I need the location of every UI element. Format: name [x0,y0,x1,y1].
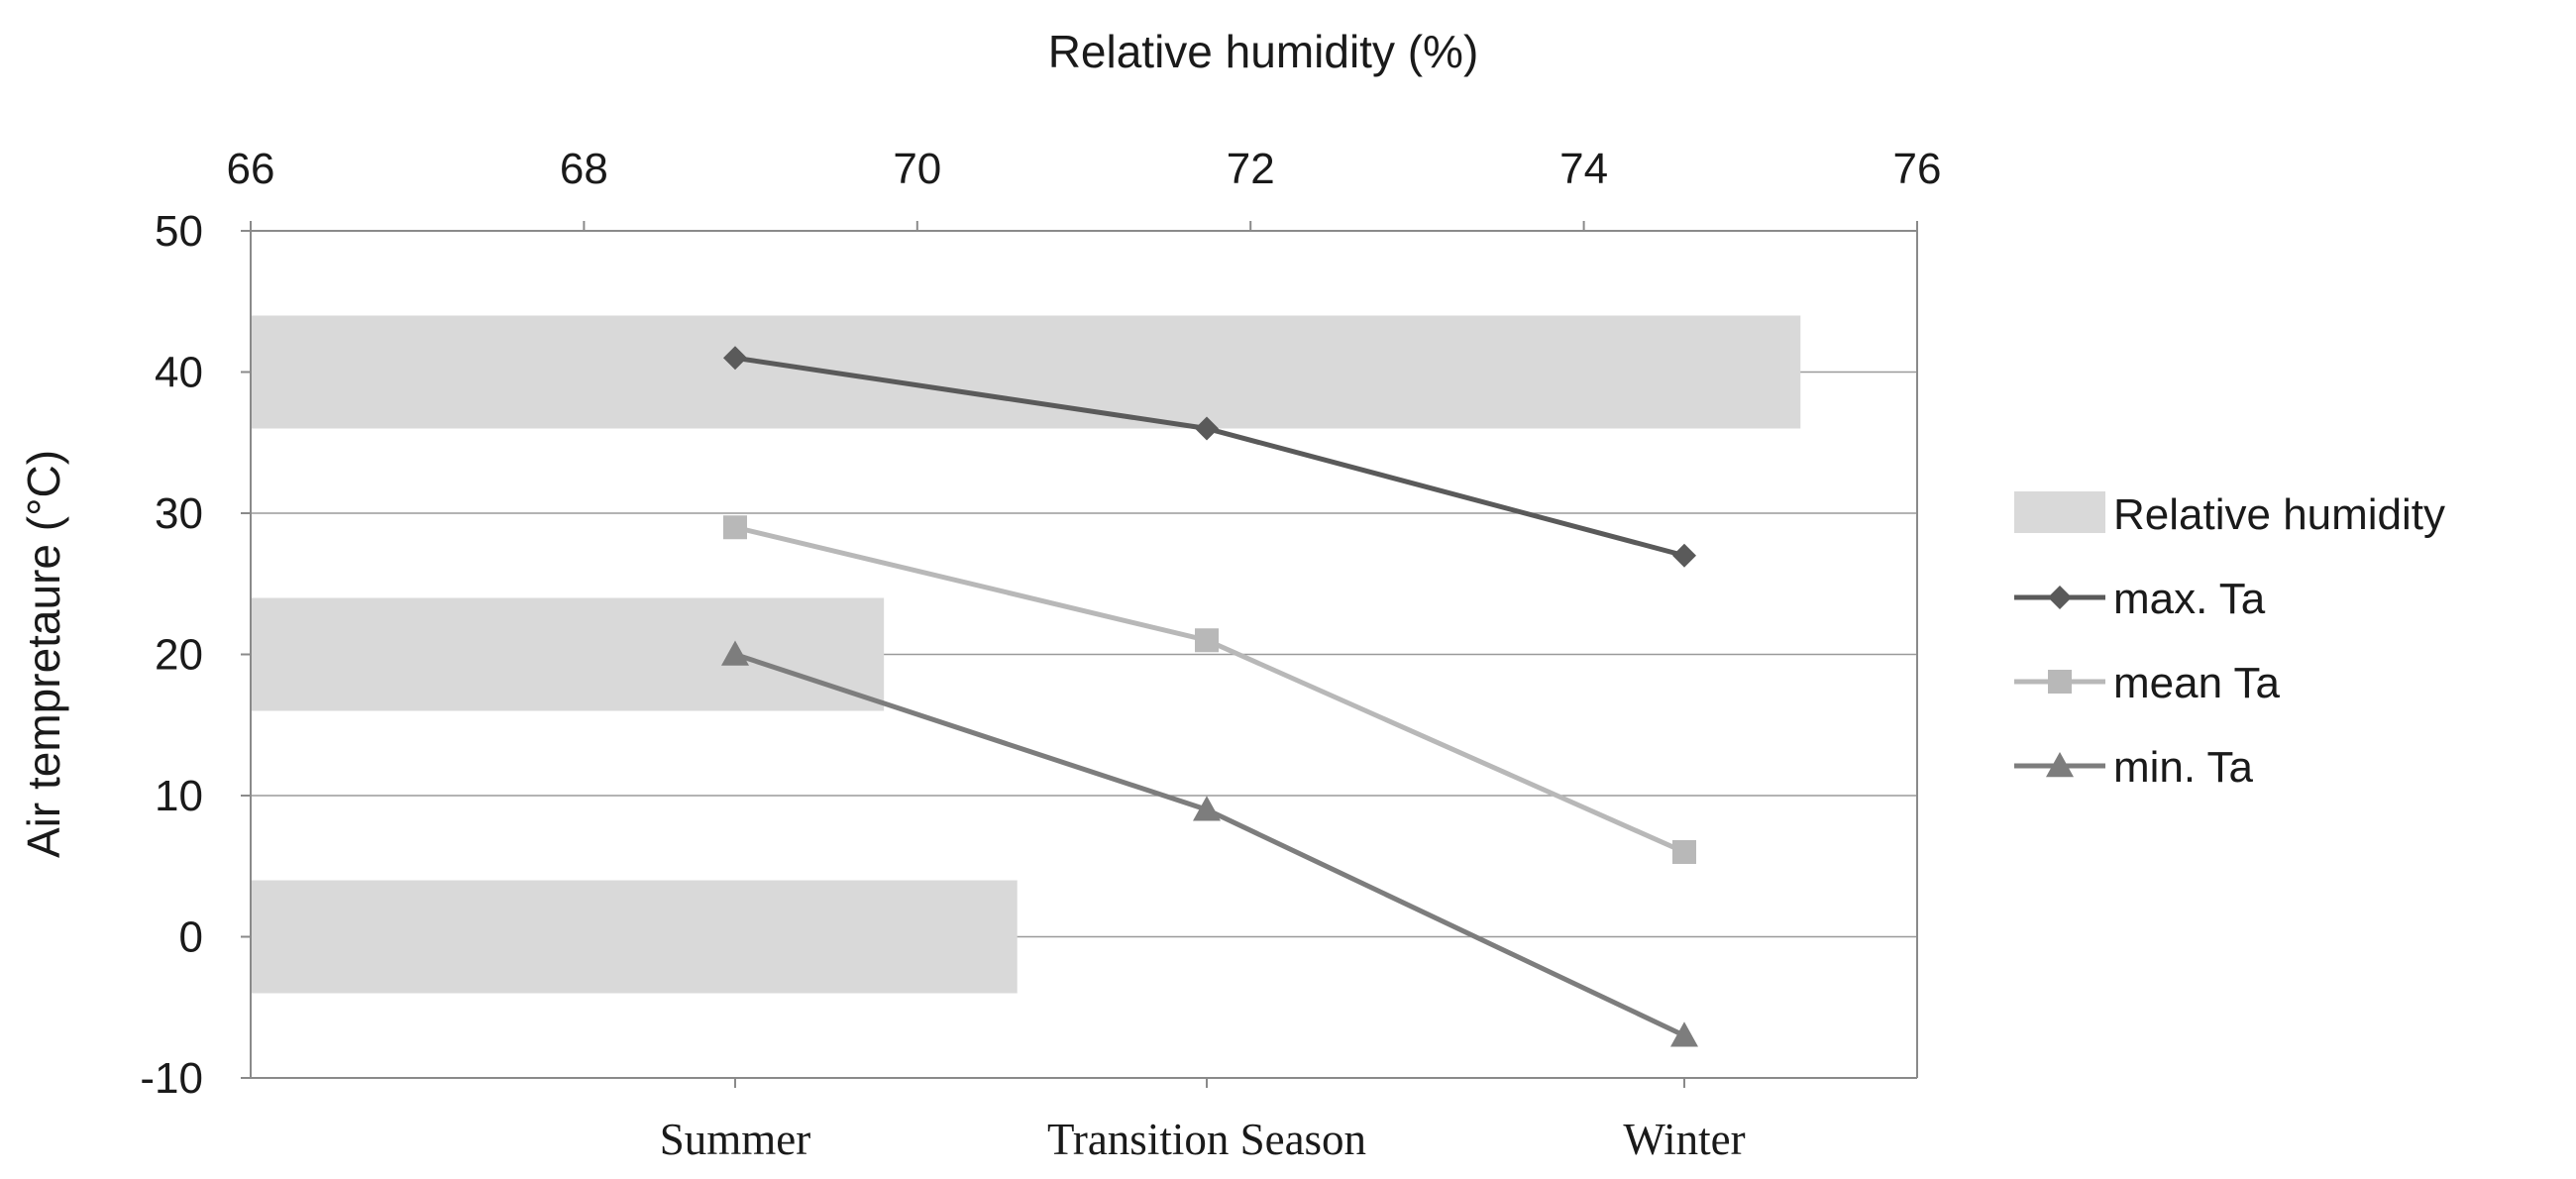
left-tick-label: 40 [155,349,203,397]
data-point [1195,628,1219,653]
top-axis-title: Relative humidity (%) [1048,26,1479,77]
data-point [1193,796,1221,821]
legend-marker [2048,586,2072,609]
legend-marker [2048,670,2072,694]
data-point [1195,416,1219,441]
temperature-markers [721,346,1698,1047]
humidity-bars [251,315,1801,994]
legend-label: mean Ta [2113,659,2280,707]
legend-swatch-bar [2014,491,2105,533]
humidity-bar [251,315,1801,429]
left-tick-label: 30 [155,489,203,538]
top-tick-label: 72 [1227,145,1275,193]
humidity-bar [251,597,885,711]
category-tick-label: Summer [660,1115,811,1164]
data-point [721,640,749,666]
left-axis-title: Air tempretaure (°C) [18,450,69,858]
legend-label: Relative humidity [2113,490,2445,539]
legend-label: max. Ta [2113,575,2266,623]
top-tick-label: 68 [560,145,608,193]
data-point [1672,543,1696,568]
left-tick-label: 0 [179,913,203,962]
data-point [723,346,747,371]
legend-label: min. Ta [2113,743,2254,792]
axes [241,221,1918,1088]
top-tick-label: 66 [227,145,275,193]
tick-labels: 66 68 70 72 74 76 50 40 30 20 10 0 -10 Summer Transiti… [140,145,1941,1164]
category-tick-label: Winter [1623,1115,1745,1164]
top-tick-label: 70 [893,145,941,193]
data-point [1670,1021,1698,1047]
top-tick-label: 74 [1559,145,1608,193]
data-point [1672,840,1696,864]
legend: Relative humidity max. Ta mean Ta min. Ta [2014,490,2445,792]
left-tick-label: 10 [155,772,203,820]
top-tick-label: 76 [1893,145,1942,193]
legend-marker [2046,752,2074,778]
humidity-bar [251,880,1018,994]
left-tick-label: 20 [155,631,203,680]
data-point [723,515,747,540]
category-tick-label: Transition Season [1047,1115,1366,1164]
left-tick-label: -10 [140,1054,203,1103]
left-tick-label: 50 [155,207,203,256]
